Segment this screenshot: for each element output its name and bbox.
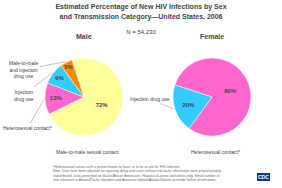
svg-text:5%: 5% — [64, 64, 72, 70]
svg-text:Male-to-male sexual contact: Male-to-male sexual contact — [56, 149, 119, 155]
svg-text:Male: Male — [76, 33, 92, 40]
svg-text:9%: 9% — [55, 75, 64, 81]
svg-text:80%: 80% — [224, 88, 237, 94]
svg-text:Male-to-maleand injectiondrug: Male-to-maleand injectiondrug use — [9, 60, 38, 79]
svg-text:Injectiondrug use: Injectiondrug use — [14, 89, 34, 102]
svg-text:Heterosexual contact*: Heterosexual contact* — [3, 125, 52, 131]
svg-text:*Heterosexual contact with a p: *Heterosexual contact with a person know… — [53, 165, 221, 182]
svg-text:20%: 20% — [182, 102, 195, 108]
svg-text:CDC: CDC — [258, 174, 269, 180]
svg-text:Injection drug use: Injection drug use — [130, 96, 170, 102]
svg-text:Female: Female — [200, 33, 224, 40]
svg-text:Heterosexual contact*: Heterosexual contact* — [191, 149, 240, 155]
svg-text:13%: 13% — [50, 95, 63, 101]
svg-text:72%: 72% — [96, 102, 109, 108]
svg-text:N = 54,230: N = 54,230 — [126, 29, 156, 35]
svg-text:Estimated Percentage of New HI: Estimated Percentage of New HIV Infectio… — [55, 3, 226, 20]
